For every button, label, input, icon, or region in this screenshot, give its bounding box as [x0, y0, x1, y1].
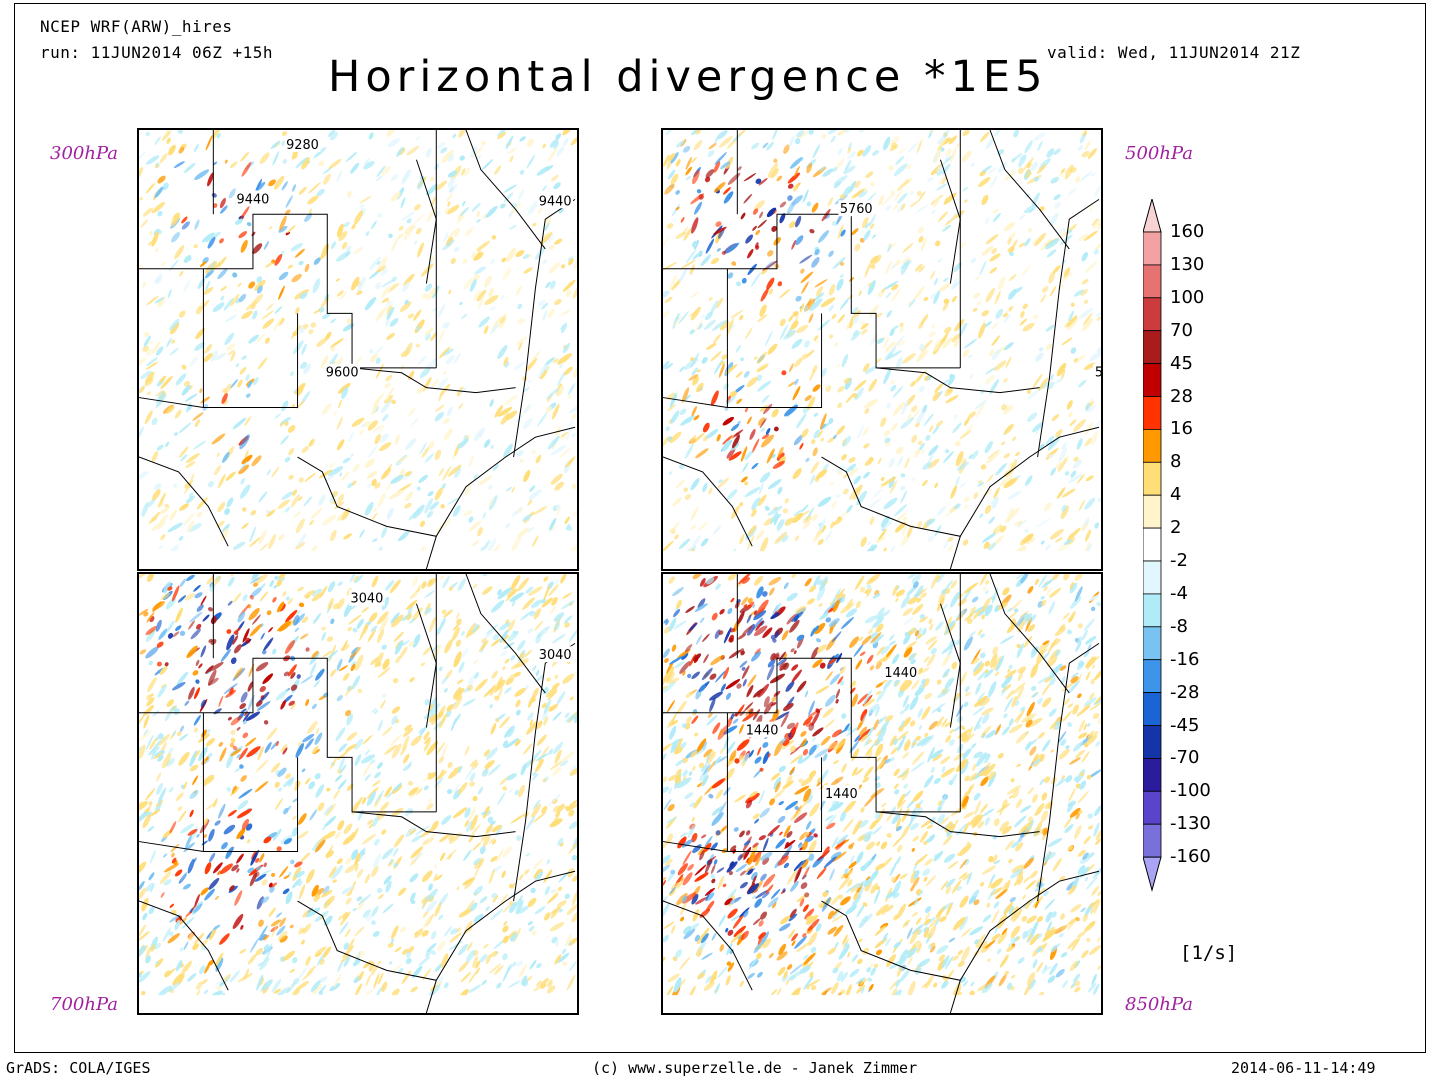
- divergence-field: 5760 5: [663, 130, 1101, 569]
- colorbar-segment: [1143, 758, 1162, 792]
- contour-label: 5: [1095, 366, 1101, 381]
- no-data-area: [139, 995, 577, 1013]
- colorbar-segment: [1143, 527, 1162, 562]
- contour-label: 9440: [237, 192, 270, 207]
- contour-label: 1440: [825, 787, 858, 802]
- contour-label-bg: [349, 589, 385, 606]
- contour-label-bg: [284, 135, 321, 152]
- level-label-700: 700hPa: [50, 994, 118, 1015]
- colorbar-segment: [1143, 626, 1162, 661]
- colorbar-tick-label: 70: [1170, 319, 1193, 341]
- colorbar-segment: [1143, 692, 1162, 726]
- contour-label: 3040: [539, 648, 572, 663]
- colorbar-tick-label: -45: [1170, 714, 1200, 736]
- colorbar-tick-label: 8: [1170, 451, 1182, 473]
- colorbar-segment: [1143, 264, 1162, 299]
- contour-label-bg: [882, 664, 919, 681]
- colorbar-segment: [1143, 461, 1162, 496]
- valid-time: valid: Wed, 11JUN2014 21Z: [1047, 43, 1301, 62]
- state-boundaries: [663, 130, 1100, 569]
- panel-700hpa: 3040 3040: [137, 572, 579, 1015]
- colorbar-segment: [1143, 593, 1162, 628]
- colorbar-tick-label: -160: [1170, 846, 1211, 868]
- panel-500hpa: 5760 5: [661, 128, 1103, 571]
- contour-label: 9600: [326, 366, 359, 381]
- colorbar-cap-bottom: [1143, 856, 1162, 893]
- model-name: NCEP WRF(ARW)_hires: [40, 17, 233, 36]
- colorbar-tick-label: 28: [1170, 385, 1193, 407]
- no-data-area: [663, 551, 1101, 569]
- state-boundaries: [139, 130, 576, 569]
- colorbar-tick-label: -4: [1170, 582, 1188, 604]
- contour-label-bg: [324, 363, 360, 380]
- divergence-shading: [139, 130, 577, 556]
- contour-label: 1440: [746, 724, 779, 739]
- footer-grads: GrADS: COLA/IGES: [6, 1059, 151, 1077]
- contour-label: 1440: [884, 666, 917, 681]
- contour-label: 3040: [351, 592, 384, 607]
- colorbar-segment: [1143, 363, 1162, 397]
- plot-frame: [14, 3, 1426, 1053]
- level-label-850: 850hPa: [1125, 994, 1193, 1015]
- colorbar-segment: [1143, 790, 1162, 825]
- colorbar-tick-label: 2: [1170, 517, 1182, 539]
- no-data-area: [663, 995, 1101, 1013]
- colorbar-tick-label: 45: [1170, 352, 1193, 374]
- colorbar-segment: [1143, 725, 1162, 759]
- run-time: run: 11JUN2014 06Z +15h: [40, 43, 274, 62]
- colorbar-cap-top: [1143, 199, 1162, 233]
- colorbar-tick-label: 16: [1170, 418, 1193, 440]
- colorbar-segment: [1143, 560, 1162, 595]
- divergence-shading: [663, 574, 1101, 1002]
- colorbar-segment: [1143, 494, 1162, 529]
- divergence-field: 3040 3040: [139, 574, 577, 1013]
- colorbar-tick-label: -2: [1170, 550, 1188, 571]
- footer-copyright: (c) www.superzelle.de - Janek Zimmer: [592, 1059, 918, 1077]
- level-label-300: 300hPa: [50, 143, 118, 164]
- panel-850hpa: 1440 1440 1440: [661, 572, 1103, 1015]
- colorbar-segment: [1143, 297, 1162, 332]
- divergence-field: 1440 1440 1440: [663, 574, 1101, 1013]
- contour-label-bg: [823, 785, 860, 801]
- colorbar-tick-label: 160: [1170, 221, 1205, 242]
- no-data-area: [139, 551, 577, 569]
- colorbar-tick-label: 4: [1170, 484, 1182, 506]
- chart-title: Horizontal divergence *1E5: [328, 52, 1048, 102]
- contour-label: 9280: [286, 138, 319, 153]
- colorbar-segment: [1143, 659, 1162, 694]
- contour-label-bg: [537, 646, 574, 663]
- colorbar-tick-label: 130: [1170, 253, 1205, 275]
- colorbar-tick-label: -70: [1170, 747, 1200, 769]
- colorbar-segment: [1143, 428, 1162, 463]
- footer-timestamp: 2014-06-11-14:49: [1231, 1059, 1376, 1077]
- colorbar-unit: [1/s]: [1180, 942, 1238, 964]
- state-boundaries: [139, 574, 576, 1013]
- contour-label-bg: [744, 721, 780, 738]
- contour-label: 5760: [840, 202, 873, 217]
- colorbar-segment: [1143, 231, 1162, 266]
- divergence-shading: [139, 574, 577, 1001]
- contour-label-bg: [1093, 363, 1101, 380]
- colorbar-segment: [1143, 330, 1162, 364]
- colorbar-tick-label: -130: [1170, 813, 1211, 835]
- level-label-500: 500hPa: [1125, 143, 1193, 164]
- colorbar-tick-label: -100: [1170, 780, 1211, 802]
- divergence-shading: [663, 130, 1101, 557]
- colorbar: [1143, 199, 1203, 899]
- colorbar-segment: [1143, 823, 1162, 858]
- colorbar-tick-label: -16: [1170, 648, 1200, 670]
- contour-label: 9440: [539, 194, 572, 209]
- divergence-field: 9280 9440 9440 9600: [139, 130, 577, 569]
- colorbar-tick-label: 100: [1170, 286, 1205, 308]
- state-boundaries: [663, 574, 1100, 1013]
- panel-300hpa: 9280 9440 9440 9600: [137, 128, 579, 571]
- contour-label-bg: [537, 192, 574, 209]
- contour-label-bg: [838, 200, 875, 217]
- contour-label-bg: [235, 190, 271, 207]
- colorbar-tick-label: -8: [1170, 615, 1188, 637]
- colorbar-tick-label: -28: [1170, 681, 1200, 703]
- colorbar-segment: [1143, 396, 1162, 430]
